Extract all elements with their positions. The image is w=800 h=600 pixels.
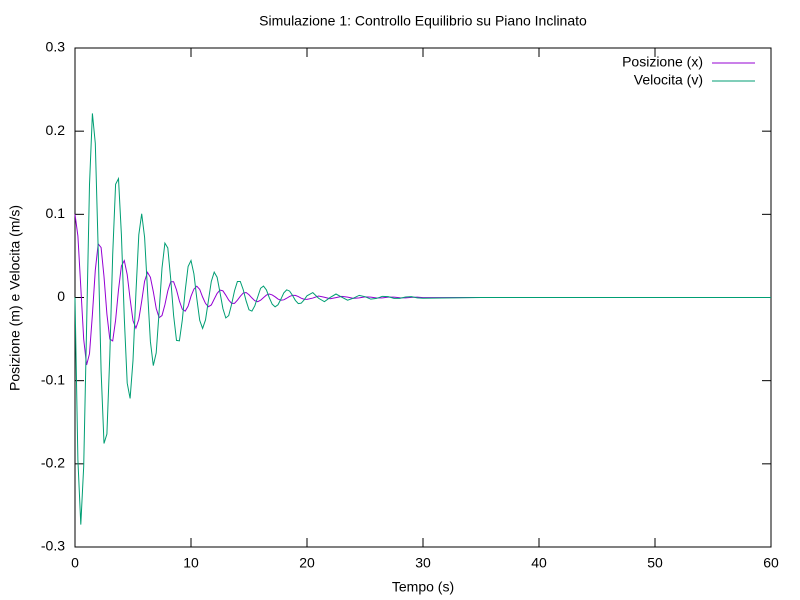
- y-tick-label: 0.1: [46, 205, 66, 221]
- y-tick-label: 0.3: [46, 39, 66, 55]
- x-tick-label: 20: [299, 555, 315, 571]
- x-tick-label: 50: [647, 555, 663, 571]
- y-tick-label: -0.2: [41, 455, 65, 471]
- x-tick-label: 60: [763, 555, 779, 571]
- y-axis-label: Posizione (m) e Velocita (m/s): [7, 205, 23, 391]
- y-tick-label: -0.1: [41, 371, 65, 387]
- y-tick-label: 0: [57, 288, 65, 304]
- series-line: [74, 113, 771, 525]
- x-tick-label: 30: [415, 555, 431, 571]
- x-tick-label: 0: [71, 555, 79, 571]
- chart-title: Simulazione 1: Controllo Equilibrio su P…: [259, 13, 587, 29]
- legend-label: Posizione (x): [622, 54, 703, 70]
- y-tick-label: -0.3: [41, 538, 65, 554]
- legend-label: Velocita (v): [634, 72, 703, 88]
- series-line: [74, 214, 771, 366]
- x-tick-label: 40: [531, 555, 547, 571]
- x-axis-label: Tempo (s): [392, 579, 454, 595]
- x-tick-label: 10: [183, 555, 199, 571]
- y-tick-label: 0.2: [46, 122, 66, 138]
